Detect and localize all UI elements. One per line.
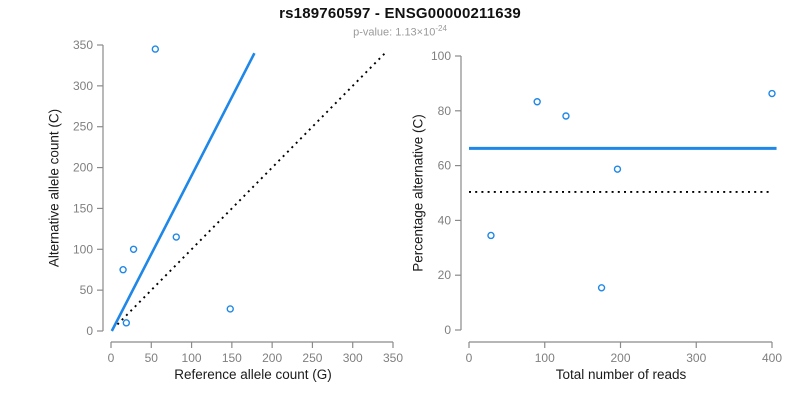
identity-line — [116, 52, 386, 326]
y-tick-label: 50 — [80, 283, 94, 297]
x-tick-label: 350 — [383, 351, 403, 365]
pvalue-exponent: -24 — [435, 24, 447, 33]
regression-line — [110, 52, 256, 332]
data-point — [122, 319, 131, 327]
y-tick-label: 40 — [438, 213, 452, 227]
x-tick-label: 50 — [145, 351, 159, 365]
data-point — [129, 245, 138, 253]
data-point — [226, 305, 234, 313]
y-tick-label: 0 — [444, 323, 451, 337]
y-tick-label: 200 — [73, 161, 93, 175]
y-tick-label: 80 — [438, 104, 452, 118]
x-tick-label: 400 — [762, 351, 782, 365]
x-tick-label: 0 — [466, 351, 473, 365]
y-tick-label: 100 — [431, 49, 451, 63]
x-tick-label: 300 — [343, 351, 363, 365]
left-xaxis-label: Reference allele count (G) — [174, 367, 332, 382]
right-yaxis-label: Percentage alternative (C) — [410, 114, 426, 272]
data-point — [119, 266, 127, 274]
y-tick-label: 60 — [438, 159, 452, 173]
pvalue-text: p-value: 1.13×10 — [353, 26, 436, 39]
data-point — [597, 284, 606, 292]
data-point — [151, 45, 160, 53]
x-tick-label: 250 — [302, 351, 322, 365]
right-xaxis-label: Total number of reads — [555, 367, 687, 382]
data-point — [487, 231, 495, 240]
data-point — [172, 233, 180, 241]
y-tick-label: 0 — [86, 324, 93, 338]
y-tick-label: 250 — [73, 120, 93, 134]
x-tick-label: 300 — [686, 351, 706, 365]
data-point — [562, 112, 570, 120]
x-tick-label: 100 — [535, 351, 555, 365]
figure-subtitle: p-value: 1.13×10-24 — [0, 24, 800, 39]
y-tick-label: 350 — [73, 38, 93, 52]
x-tick-label: 100 — [182, 351, 202, 365]
left-yaxis-label: Alternative allele count (C) — [46, 108, 62, 268]
x-tick-label: 0 — [108, 351, 115, 365]
x-tick-label: 200 — [610, 351, 630, 365]
data-point — [533, 98, 541, 106]
left-plot: 0 50 100 150 200 250 300 350 0 50 100 150 200 250 300 3… — [73, 38, 403, 365]
x-tick-label: 200 — [262, 351, 282, 365]
x-tick-label: 150 — [222, 351, 242, 365]
figure-title: rs189760597 - ENSG00000211639 — [279, 5, 521, 22]
y-tick-label: 300 — [73, 79, 93, 93]
data-point — [768, 89, 776, 98]
y-tick-label: 100 — [73, 242, 93, 256]
y-tick-label: 150 — [73, 201, 93, 215]
data-point — [613, 165, 622, 173]
right-plot: 0 20 40 60 80 100 0 100 200 300 400 — [431, 49, 782, 365]
y-tick-label: 20 — [438, 268, 452, 282]
